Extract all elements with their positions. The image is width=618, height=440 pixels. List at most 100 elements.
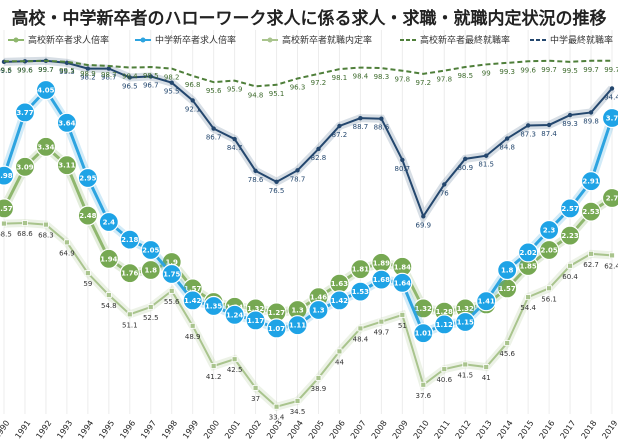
data-label-hs-final: 95.1 — [269, 90, 285, 98]
x-tick-label: 1991 — [13, 419, 32, 440]
point-hs-naitei — [588, 250, 594, 257]
point-jhs-final — [504, 136, 510, 141]
data-label-hs-final: 96.8 — [185, 81, 201, 89]
data-label-jhs-final: 78.6 — [248, 176, 264, 184]
data-label-jhs-ratio: 2.91 — [582, 178, 599, 186]
data-label-hs-naitei: 54.4 — [520, 304, 536, 312]
legend-label: 高校新卒者就職内定率 — [282, 34, 372, 46]
data-label-hs-naitei: 60.4 — [562, 273, 578, 281]
x-tick-label: 2009 — [391, 419, 410, 440]
point-jhs-ratio — [224, 304, 245, 325]
data-label-jhs-final: 76.5 — [269, 187, 285, 195]
data-label-hs-ratio: 2.7 — [606, 195, 618, 203]
point-jhs-final — [442, 182, 447, 187]
legend-marker — [267, 37, 273, 43]
point-jhs-final — [588, 110, 594, 115]
data-label-jhs-final: 82.8 — [311, 154, 327, 162]
x-tick-label: 2002 — [244, 419, 263, 440]
data-label-hs-final: 99.6 — [17, 66, 33, 74]
point-jhs-final — [609, 86, 615, 91]
data-label-hs-final: 97.8 — [395, 76, 411, 84]
x-tick-label: 2016 — [538, 419, 557, 440]
x-tick-label: 2017 — [558, 419, 577, 440]
x-tick-label: 2003 — [265, 419, 284, 440]
data-label-jhs-final: 88.6 — [374, 124, 390, 132]
data-label-hs-ratio: 1.28 — [436, 308, 453, 316]
point-hs-naitei — [189, 322, 196, 329]
data-label-hs-final: 95.6 — [206, 87, 222, 95]
data-label-hs-ratio: 1.8 — [145, 267, 158, 275]
data-label-jhs-final: 99.6 — [17, 66, 33, 74]
data-label-hs-ratio: 1.85 — [519, 263, 536, 271]
x-tick-label: 2011 — [433, 419, 452, 440]
x-tick-label: 2008 — [370, 419, 389, 440]
data-label-hs-final: 99.6 — [520, 66, 536, 74]
data-label-jhs-ratio: 2.3 — [543, 227, 556, 235]
data-label-jhs-final: 94.4 — [604, 93, 618, 101]
data-label-hs-ratio: 1.89 — [373, 259, 390, 267]
point-hs-naitei — [168, 287, 175, 294]
data-label-hs-naitei: 51.1 — [122, 321, 138, 329]
point-jhs-ratio — [350, 281, 371, 302]
point-jhs-final — [211, 126, 216, 131]
data-label-jhs-ratio: 1.64 — [394, 279, 411, 287]
point-jhs-final — [274, 179, 279, 185]
data-label-jhs-final: 98.7 — [101, 74, 117, 82]
legend-label: 中学新卒者求人倍率 — [155, 34, 236, 46]
data-label-hs-final: 99.7 — [604, 66, 618, 74]
data-label-jhs-ratio: 1.24 — [226, 311, 243, 319]
data-label-hs-naitei: 48.9 — [185, 333, 201, 341]
data-label-jhs-ratio: 1.17 — [247, 317, 264, 325]
data-label-jhs-ratio: 1.53 — [352, 288, 369, 296]
data-label-jhs-final: 69.9 — [416, 221, 432, 229]
point-hs-ratio — [539, 239, 560, 261]
point-jhs-ratio — [308, 299, 329, 321]
data-label-hs-ratio: 1.32 — [247, 305, 264, 313]
data-label-jhs-final: 88.7 — [353, 123, 369, 131]
x-tick-label: 2001 — [223, 419, 242, 440]
data-label-jhs-ratio: 4.05 — [37, 87, 54, 95]
data-label-hs-naitei: 59 — [83, 280, 92, 288]
data-label-hs-naitei: 54.8 — [101, 302, 117, 310]
data-label-hs-ratio: 2.53 — [582, 208, 599, 216]
data-label-jhs-ratio: 3.64 — [58, 119, 75, 127]
data-label-hs-naitei: 55.6 — [164, 298, 180, 306]
data-label-hs-ratio: 1.46 — [310, 294, 327, 302]
point-hs-naitei — [63, 239, 70, 246]
x-tick-label: 2007 — [349, 419, 368, 440]
data-label-hs-final: 97.2 — [416, 79, 432, 87]
point-jhs-final — [169, 80, 174, 85]
data-label-hs-naitei: 68.5 — [0, 231, 12, 239]
point-hs-naitei — [609, 252, 615, 259]
data-label-hs-final: 98.2 — [164, 74, 180, 82]
data-label-jhs-ratio: 2.05 — [142, 247, 159, 255]
legend-marker — [140, 37, 146, 43]
data-label-jhs-final: 87.3 — [520, 130, 536, 138]
data-label-hs-ratio: 2.57 — [0, 205, 13, 213]
data-label-hs-naitei: 68.3 — [38, 232, 54, 240]
data-label-jhs-final: 80.9 — [457, 164, 473, 172]
data-label-jhs-ratio: 1.42 — [184, 297, 201, 305]
point-hs-naitei — [399, 311, 406, 318]
data-label-hs-final: 98.3 — [374, 73, 390, 81]
point-hs-ratio — [14, 156, 36, 177]
series-line-jhs-final — [3, 59, 613, 219]
point-jhs-ratio — [413, 323, 434, 344]
x-tick-label: 1995 — [97, 419, 116, 440]
point-hs-naitei — [546, 285, 553, 292]
data-label-hs-naitei: 38.9 — [311, 385, 327, 393]
data-label-hs-final: 97.8 — [436, 76, 452, 84]
point-hs-naitei — [441, 366, 448, 373]
data-label-hs-final: 98.5 — [143, 72, 159, 80]
point-hs-ratio — [98, 248, 119, 269]
data-label-jhs-ratio: 1.15 — [457, 319, 474, 327]
data-label-hs-final: 97.2 — [311, 79, 327, 87]
series-line-hs-naitei — [3, 222, 613, 408]
data-label-hs-final: 98.7 — [101, 71, 117, 79]
point-jhs-final — [421, 214, 426, 219]
point-hs-ratio — [56, 155, 77, 176]
chart-title: 高校・中学新卒者のハローワーク求人に係る求人・求職・就職内定状況の推移 — [11, 9, 607, 29]
data-label-hs-ratio: 1.27 — [268, 309, 285, 317]
data-label-jhs-final: 84.7 — [227, 144, 243, 152]
data-label-jhs-final: 87.2 — [332, 131, 348, 139]
